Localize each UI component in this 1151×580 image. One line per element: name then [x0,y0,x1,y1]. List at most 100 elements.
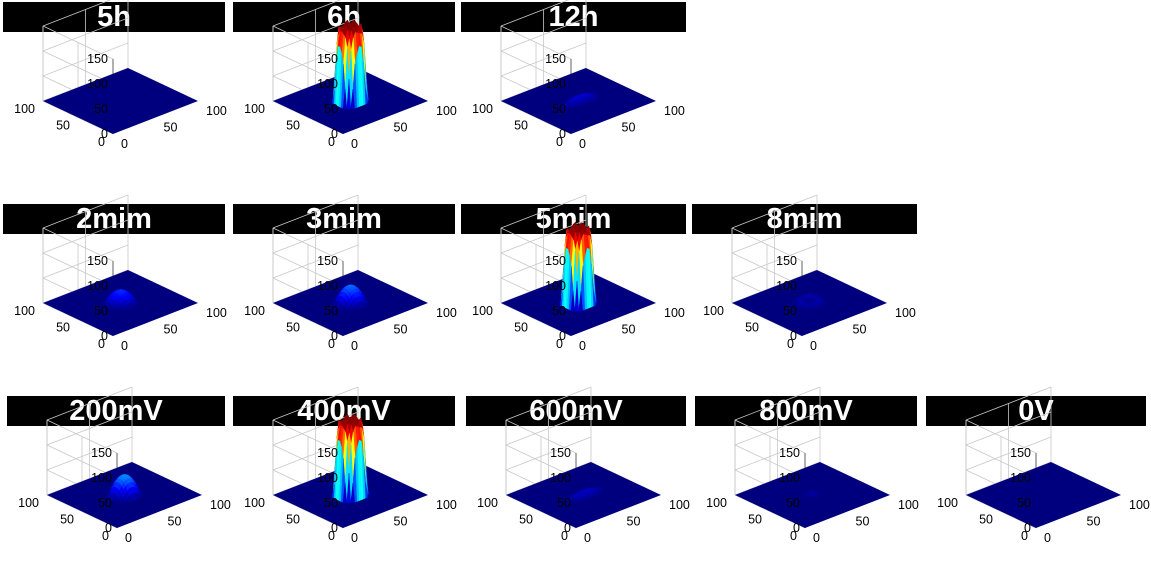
y-tick-label: 50 [286,321,300,335]
x-tick-label: 100 [669,498,690,512]
y-tick-label: 100 [706,496,727,510]
z-tick-label: 100 [545,279,566,293]
y-tick-label: 0 [787,337,794,351]
gridline [965,386,1052,421]
z-tick-label: 0 [101,329,108,343]
panel-title: 3mim [233,204,455,234]
surface-mesh [330,413,371,504]
x-tick-label: 50 [1087,515,1101,529]
x-tick-label: 0 [1044,531,1051,545]
z-tick-label: 100 [1010,471,1031,485]
surface-mesh [557,92,604,112]
z-tick-label: 150 [317,446,338,460]
y-tick-label: 50 [514,321,528,335]
y-tick-label: 0 [561,529,568,543]
y-tick-label: 50 [56,119,70,133]
y-tick-label: 100 [472,304,493,318]
surface-patch [581,500,587,503]
surface-patch [562,108,568,112]
z-tick-label: 50 [557,496,571,510]
gridline [731,244,818,279]
gridline [500,0,570,27]
y-tick-label: 50 [979,513,993,527]
gridline [46,386,133,421]
surface-patch [350,308,355,312]
surface-mesh [330,19,371,110]
gridline [272,0,342,27]
panel-title: 200mV [7,396,225,426]
x-tick-label: 100 [206,104,227,118]
gridline [272,219,359,254]
z-tick-label: 150 [1010,446,1031,460]
surface-patch [120,308,126,312]
x-tick-label: 50 [168,515,182,529]
surface-plot: 0 50 100 150 0 50 100 0 50 100 [477,386,690,545]
z-tick-label: 50 [324,102,338,116]
x-tick-label: 50 [627,515,641,529]
z-tick-label: 50 [94,304,108,318]
panel-title: 12h [461,2,686,32]
surface-patch [346,472,351,504]
surface-mesh [799,489,826,501]
surface-patch [568,107,574,111]
y-tick-label: 100 [244,304,265,318]
z-tick-label: 100 [91,471,112,485]
x-tick-label: 100 [436,104,457,118]
panel-title: 600mV [466,396,686,426]
surface-mesh [100,289,141,312]
surface-plot: 0 50 100 150 0 50 100 0 50 100 [937,386,1150,545]
x-tick-label: 0 [351,339,358,353]
surface-plot: 0 50 100 150 0 50 100 0 50 100 [244,0,457,151]
z-tick-label: 150 [545,254,566,268]
x-tick-label: 50 [853,323,867,337]
z-tick-label: 0 [331,521,338,535]
surface-mesh [104,474,145,504]
surface-patch [574,280,579,312]
surface-plot: 0 50 100 150 0 50 100 0 50 100 [14,0,227,151]
z-tick-label: 0 [331,329,338,343]
surface-mesh [558,221,599,312]
surface-patch [346,78,351,110]
surface-plot: 0 50 100 150 0 50 100 0 50 100 [14,194,227,353]
x-tick-label: 100 [898,498,919,512]
x-tick-label: 100 [206,306,227,320]
x-tick-label: 50 [164,323,178,337]
x-tick-label: 100 [664,306,685,320]
x-tick-label: 0 [579,339,586,353]
z-tick-label: 100 [776,279,797,293]
y-tick-label: 100 [244,102,265,116]
y-tick-label: 0 [328,337,335,351]
gridline [734,411,821,446]
surface-patch [576,105,582,109]
z-tick-label: 100 [317,471,338,485]
gridline [500,17,587,52]
z-tick-label: 50 [94,102,108,116]
z-tick-label: 0 [105,521,112,535]
surface-patch [116,500,122,504]
y-tick-label: 0 [1021,529,1028,543]
gridline [505,386,592,421]
y-tick-label: 100 [14,102,35,116]
z-tick-label: 150 [87,52,108,66]
z-tick-label: 100 [550,471,571,485]
z-tick-label: 0 [1024,521,1031,535]
gridline [734,436,821,471]
x-tick-label: 0 [584,531,591,545]
surface-patch [809,309,815,312]
z-tick-label: 0 [793,521,800,535]
panel-title: 8mim [692,204,917,234]
surface-patch [805,497,811,501]
z-tick-label: 50 [324,304,338,318]
x-tick-label: 0 [121,339,128,353]
surface-floor [966,462,1121,528]
x-tick-label: 0 [813,531,820,545]
y-tick-label: 100 [937,496,958,510]
gridline [734,386,821,421]
x-tick-label: 100 [895,306,916,320]
y-tick-label: 100 [14,304,35,318]
surface-patch [116,307,122,312]
gridline [500,42,587,77]
surface-plot: 0 50 100 150 0 50 100 0 50 100 [18,386,231,545]
surface-plot: 0 50 100 150 0 50 100 0 50 100 [472,194,685,353]
z-tick-label: 50 [552,304,566,318]
